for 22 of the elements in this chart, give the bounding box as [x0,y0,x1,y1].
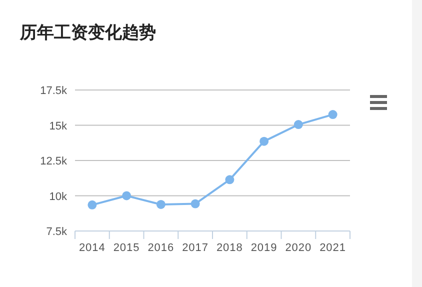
point [190,199,200,208]
x-tick-label: 2021 [320,242,346,254]
chart-title: 历年工资变化趋势 [19,23,156,42]
x-tick-label: 2019 [250,242,278,254]
x-tick-label: 2015 [113,242,140,254]
y-tick-label: 12.5k [40,156,68,168]
y-tick-label: 17.5k [40,85,68,97]
y-tick-label: 7.5k [46,226,68,238]
point [156,200,166,209]
point [294,120,303,130]
x-tick-label: 2018 [216,242,243,254]
point [122,191,132,200]
point [225,175,234,184]
x-tick-label: 2014 [78,242,106,254]
y-tick-label: 10k [49,190,68,203]
x-tick-label: 2020 [285,242,312,254]
point [88,200,97,210]
x-tick-label: 2017 [182,242,209,254]
x-tick-label: 2016 [148,242,174,254]
point [260,136,269,146]
y-tick-label: 15k [49,120,68,132]
point [328,110,338,120]
